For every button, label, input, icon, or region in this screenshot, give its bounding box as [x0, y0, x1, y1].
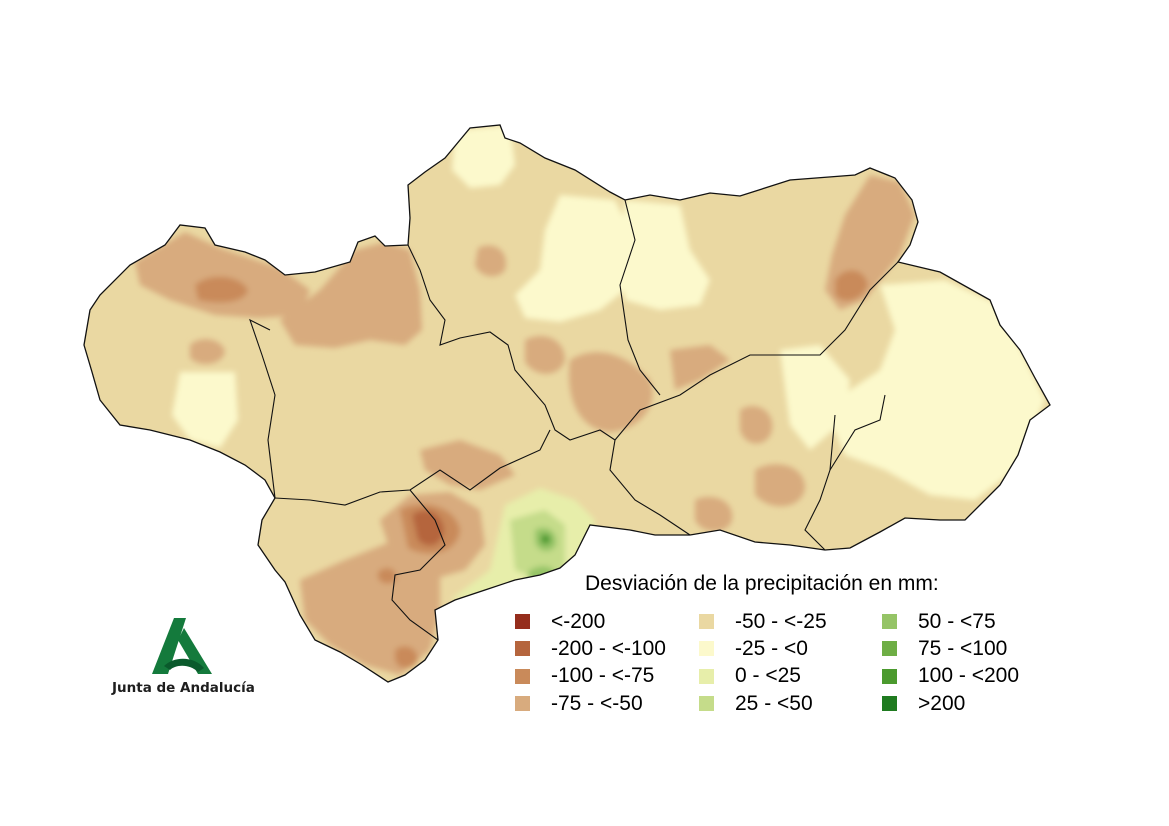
patch-tan [420, 440, 515, 490]
patch-tan [740, 406, 773, 444]
patch-tan [300, 540, 440, 675]
patch-light [780, 345, 850, 450]
patch-tan [475, 245, 506, 277]
patch-dark-brown [412, 510, 444, 546]
patch-light [620, 200, 710, 310]
legend-item: 0 - <25 [699, 663, 827, 690]
andalucia-a-logo-icon [152, 618, 212, 674]
legend-item: 25 - <50 [699, 690, 827, 717]
legend-label: -75 - <-50 [551, 691, 643, 715]
legend-item: -200 - <-100 [515, 635, 666, 662]
legend-label: -50 - <-25 [735, 609, 827, 633]
legend-label: >200 [918, 691, 966, 715]
legend-swatch [699, 614, 714, 630]
legend-swatch [882, 641, 897, 657]
legend-label: 25 - <50 [735, 691, 813, 715]
andalusia-outline [83, 124, 1051, 683]
patch-dark-green [541, 534, 551, 545]
legend: Desviación de la precipitación en mm: <-… [515, 572, 1075, 722]
patch-light [830, 280, 1045, 500]
patch-tan [280, 242, 422, 348]
patch-tan [695, 496, 733, 532]
legend-swatch [882, 668, 897, 684]
legend-swatch [882, 696, 897, 712]
patch-tan [670, 345, 730, 390]
patch-tan [569, 352, 653, 432]
legend-item: >200 [882, 690, 1019, 717]
legend-label: 50 - <75 [918, 609, 996, 633]
legend-column-3: 50 - <75 75 - <100 100 - <200 >200 [882, 608, 1019, 717]
legend-swatch [515, 668, 530, 684]
legend-label: -25 - <0 [735, 636, 808, 660]
legend-item: 75 - <100 [882, 635, 1019, 662]
legend-swatch [882, 614, 897, 630]
patch-tan [190, 339, 225, 364]
junta-de-andalucia-logo: Junta de Andalucía [112, 612, 257, 702]
legend-label: <-200 [551, 609, 606, 633]
patch-light [172, 372, 238, 448]
legend-item: <-200 [515, 608, 666, 635]
patch-brown [395, 646, 418, 669]
patch-tan [755, 464, 805, 507]
legend-swatch [699, 641, 714, 657]
patch-brown [835, 270, 868, 301]
patch-tan [135, 232, 310, 318]
legend-swatch [515, 641, 530, 657]
legend-column-2: -50 - <-25 -25 - <0 0 - <25 25 - <50 [699, 608, 827, 717]
legend-item: -50 - <-25 [699, 608, 827, 635]
andalusia-land [84, 125, 1050, 682]
legend-title: Desviación de la precipitación en mm: [585, 572, 939, 595]
patch-brown [378, 568, 397, 584]
legend-label: 75 - <100 [918, 636, 1008, 660]
legend-swatch [515, 696, 530, 712]
patch-light [452, 125, 515, 188]
legend-item: 100 - <200 [882, 663, 1019, 690]
logo-text: Junta de Andalucía [112, 680, 255, 696]
legend-item: -25 - <0 [699, 635, 827, 662]
legend-column-1: <-200 -200 - <-100 -100 - <-75 -75 - <-5… [515, 608, 666, 717]
legend-swatch [699, 696, 714, 712]
legend-label: 0 - <25 [735, 664, 801, 688]
patch-light [515, 195, 635, 322]
legend-label: 100 - <200 [918, 664, 1020, 688]
deviation-patches [135, 125, 1045, 675]
patch-brown [195, 276, 248, 303]
legend-label: -200 - <-100 [551, 636, 666, 660]
legend-item: -100 - <-75 [515, 663, 666, 690]
legend-item: -75 - <-50 [515, 690, 666, 717]
legend-label: -100 - <-75 [551, 664, 655, 688]
patch-tan [525, 336, 565, 374]
legend-swatch [515, 614, 530, 630]
legend-item: 50 - <75 [882, 608, 1019, 635]
legend-swatch [699, 668, 714, 684]
province-borders [249, 199, 899, 641]
